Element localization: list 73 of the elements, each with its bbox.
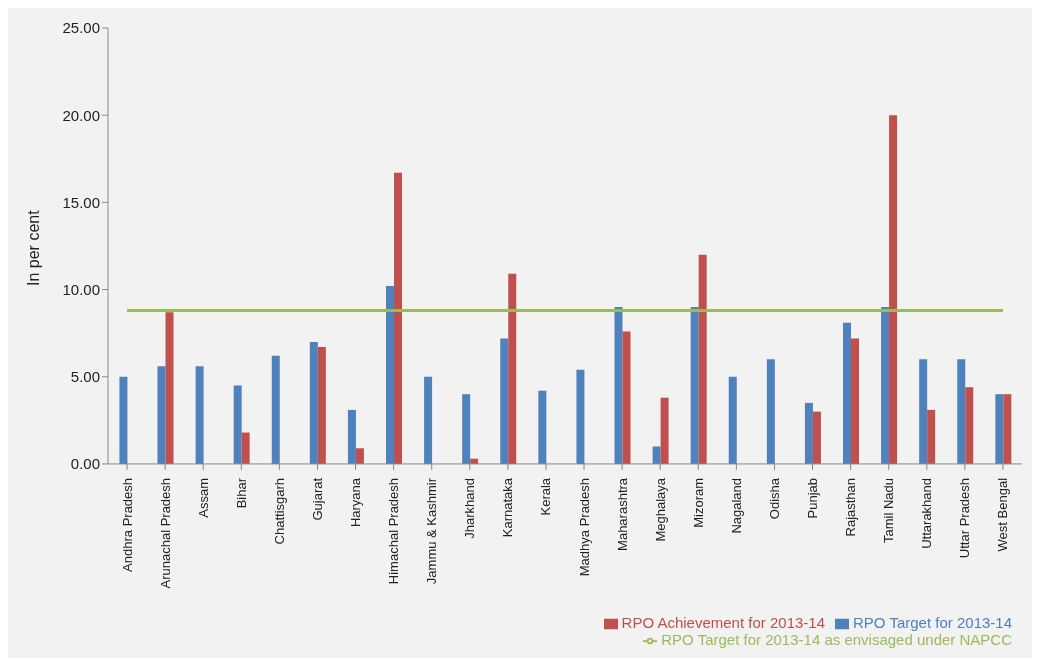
bar	[538, 390, 547, 464]
bar	[965, 387, 974, 464]
bar	[386, 286, 395, 464]
bar	[1003, 394, 1012, 464]
bar	[812, 411, 821, 464]
legend-label: RPO Target for 2013-14 as envisaged under NAPCC	[661, 630, 1012, 648]
x-tick-label: Mizoram	[690, 477, 706, 528]
bar	[660, 397, 669, 464]
bar	[622, 331, 631, 464]
x-tick-label: Bihar	[233, 477, 249, 509]
x-tick-label: Assam	[195, 477, 211, 518]
bar	[508, 273, 517, 464]
bar	[500, 338, 509, 464]
bar	[195, 366, 204, 464]
bar	[881, 307, 890, 464]
bar	[317, 347, 326, 464]
bar	[995, 394, 1004, 464]
x-tick-label: Jharkhand	[462, 477, 478, 539]
bar	[766, 359, 775, 464]
x-tick-label: Meghalaya	[652, 477, 668, 542]
y-tick-label: 15.00	[62, 193, 100, 211]
y-tick-label: 10.00	[62, 280, 100, 298]
bar	[355, 448, 364, 464]
x-tick-label: Punjab	[805, 477, 821, 519]
y-tick-label: 5.00	[70, 368, 100, 386]
bar	[957, 359, 966, 464]
bar	[424, 376, 433, 464]
bar	[843, 322, 852, 464]
bar	[157, 366, 166, 464]
x-tick-label: Nagaland	[728, 477, 744, 534]
bar	[462, 394, 471, 464]
x-tick-label: Arunachal Pradesh	[157, 477, 173, 589]
bar	[851, 338, 860, 464]
bar	[889, 115, 898, 464]
bar	[241, 432, 250, 464]
bar	[119, 376, 128, 464]
x-tick-label: Uttar Pradesh	[957, 477, 973, 559]
x-tick-label: Uttarakhand	[919, 477, 935, 549]
x-tick-label: Chattisgarh	[271, 477, 287, 545]
bar	[614, 307, 623, 464]
x-tick-label: Maharashtra	[614, 477, 630, 551]
bar	[698, 254, 707, 464]
x-tick-label: West Bengal	[995, 477, 1011, 552]
bar	[394, 172, 403, 464]
x-tick-label: Karnataka	[500, 477, 516, 538]
bar	[728, 376, 737, 464]
bar	[576, 369, 585, 464]
bar	[927, 409, 936, 464]
bar	[309, 341, 318, 464]
y-axis-title: In per cent	[24, 209, 42, 286]
bar	[804, 402, 813, 464]
y-tick-label: 0.00	[70, 455, 100, 473]
x-tick-label: Andhra Pradesh	[119, 477, 135, 572]
bar	[347, 409, 356, 464]
x-tick-label: Gujarat	[309, 477, 325, 521]
y-tick-label: 25.00	[62, 19, 100, 37]
x-tick-label: Rajasthan	[843, 477, 859, 537]
bar	[165, 312, 174, 464]
x-tick-label: Himachal Pradesh	[386, 477, 402, 585]
bar	[690, 307, 699, 464]
x-tick-label: Madhya Pradesh	[576, 477, 592, 577]
x-tick-label: Tamil Nadu	[881, 477, 897, 543]
y-tick-label: 20.00	[62, 106, 100, 124]
x-tick-label: Odisha	[766, 477, 782, 520]
legend-label: RPO Achievement for 2013-14	[621, 613, 826, 631]
bar	[233, 385, 242, 464]
bar	[271, 355, 280, 464]
x-tick-label: Jammu & Kashmir	[424, 477, 440, 585]
bar	[652, 446, 661, 464]
x-tick-label: Kerala	[538, 477, 554, 516]
x-tick-label: Haryana	[348, 477, 364, 528]
bar	[919, 359, 928, 464]
legend-label: RPO Target for 2013-14	[853, 613, 1012, 631]
